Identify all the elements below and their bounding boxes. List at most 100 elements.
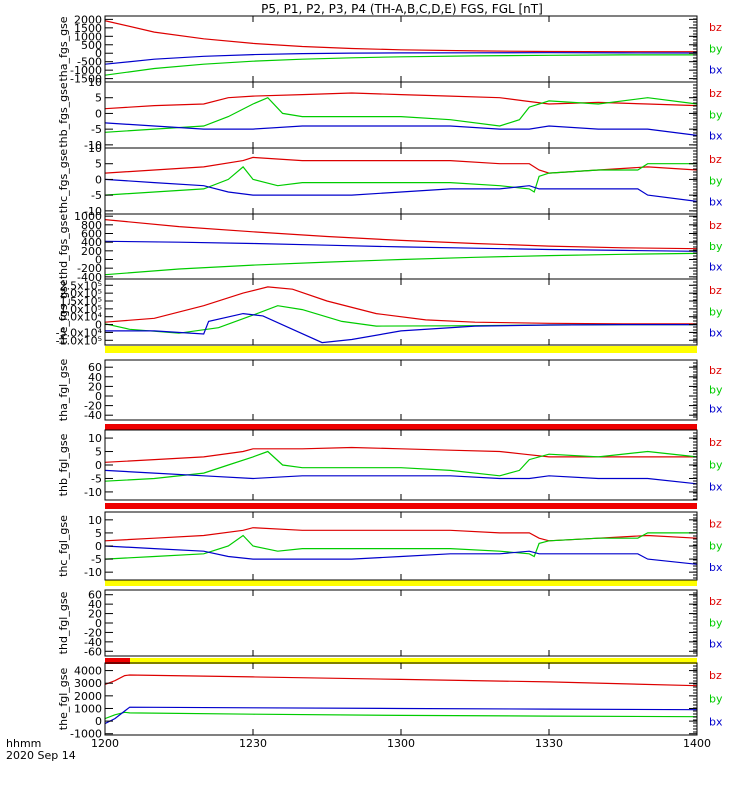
y-tick-label: -60 [84,645,102,658]
y-tick-label: 20 [88,380,102,393]
y-tick-label: 3000 [74,677,102,690]
legend-bz: bz [709,153,722,166]
y-tick-label: -10 [84,486,102,499]
y-tick-label: 2.5x10⁵ [60,279,102,292]
legend-bz: bz [709,21,722,34]
status-bar [105,580,697,586]
y-tick-label: 500 [81,39,102,52]
y-tick-label: -10 [84,566,102,579]
x-tick-label: 1230 [239,737,267,750]
y-tick-label: -500 [77,56,102,69]
legend-by: by [709,616,723,629]
x-axis: 1200 1230 1300 1330 1400 [91,737,711,750]
panel: 10 5 0 -5 -10 thb_fgs_gse bz by bx [57,76,723,152]
y-tick-label: 0 [95,390,102,403]
y-tick-label: -5.0x10⁴ [56,326,103,339]
date-label: 2020 Sep 14 [6,749,76,762]
y-axis-label: thb_fgs_gse [57,82,70,148]
y-axis-label: the_fgl_gse [57,668,70,731]
y-tick-label: 4000 [74,665,102,678]
y-tick-label: 60 [88,361,102,374]
y-tick-label: 5 [95,92,102,105]
y-tick-label: -40 [84,636,102,649]
y-tick-label: 20 [88,608,102,621]
series-line-bz [105,527,697,542]
y-tick-label: 2000 [74,13,102,26]
y-axis-label: tha_fgs_gse [57,16,70,81]
y-tick-label: 0 [95,47,102,60]
y-tick-label: 40 [88,371,102,384]
y-tick-label: 400 [81,236,102,249]
series-line-bx [105,545,697,565]
panel-frame [104,147,698,215]
panels: 2000150010005000-500-1000-1500tha_fgs_gs… [56,13,723,740]
legend-bx: bx [709,326,723,339]
y-tick-label: -40 [84,409,102,422]
y-tick-label: 0 [95,617,102,630]
y-axis-label: thd_fgl_gse [57,591,70,654]
x-tick-label: 1330 [535,737,563,750]
y-tick-label: 10 [88,432,102,445]
y-tick-label: 0 [95,107,102,120]
y-tick-label: 10 [88,76,102,89]
legend-bz: bz [709,219,722,232]
panel-frame [104,359,698,421]
series-line-bz [105,219,697,250]
y-tick-label: -5 [91,123,102,136]
y-tick-label: 200 [81,245,102,258]
series-line-bz [105,92,697,110]
y-tick-label: -1500 [70,73,102,86]
legend-by: by [709,305,723,318]
legend-bz: bz [709,436,722,449]
panel: 2.5x10⁵2.0x10⁵1.5x10⁵1.0x10⁵5.0x10⁴0-5.0… [56,278,723,347]
legend-bx: bx [709,481,723,494]
x-tick-label: 1300 [387,737,415,750]
series-line-bz [105,156,697,174]
legend-bz: bz [709,669,722,682]
series-line-by [105,532,697,560]
legend-by: by [709,383,723,396]
legend-by: by [709,539,723,552]
series-line-by [105,305,697,334]
legend-by: by [709,108,723,121]
y-tick-label: 0 [95,540,102,553]
legend-bz: bz [709,518,722,531]
panel-frame [104,429,698,501]
legend-by: by [709,42,723,55]
legend-bx: bx [709,129,723,142]
y-tick-label: -200 [77,262,102,275]
legend-bx: bx [709,637,723,650]
y-axis-label: thc_fgl_gse [57,515,70,577]
legend-bx: bx [709,561,723,574]
series-line-by [105,252,697,276]
y-tick-label: 1.5x10⁵ [60,295,102,308]
panel-frame [104,662,698,736]
y-tick-label: 2.0x10⁵ [60,287,102,300]
legend-bx: bx [709,261,723,274]
y-tick-label: 5 [95,446,102,459]
panel-frame [104,15,698,83]
x-tick-label: 1400 [683,737,711,750]
panel-frame [104,511,698,581]
y-axis-label: thb_fgl_gse [57,433,70,496]
panel: 10 5 0 -5 -10 thc_fgs_gse bz by bx [57,142,723,218]
panel-frame [104,81,698,149]
y-tick-label: -1000 [70,64,102,77]
legend-bz: bz [709,284,722,297]
series-line-bz [105,286,697,325]
panel: 2000150010005000-500-1000-1500tha_fgs_gs… [57,13,723,85]
series-line-bx [105,240,697,252]
series-line-bz [105,20,697,53]
status-bar [105,503,697,509]
y-tick-label: -400 [77,271,102,284]
legend-bz: bz [709,595,722,608]
series-line-by [105,711,697,720]
series-line-bx [105,706,697,725]
y-tick-label: 1000 [74,30,102,43]
y-tick-label: -10 [84,205,102,218]
series-line-bx [105,312,697,344]
y-axis-label: the_fgs_gse [57,279,70,344]
